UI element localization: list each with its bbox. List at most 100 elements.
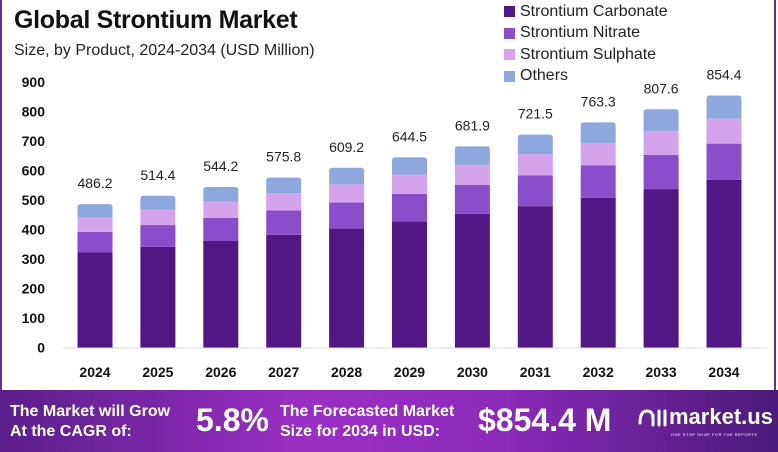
bar-segment-strontium-nitrate xyxy=(580,165,616,198)
bar-segment-strontium-nitrate xyxy=(140,225,176,247)
forecast-label-line2: Size for 2034 in USD: xyxy=(280,423,441,440)
logo-icon xyxy=(638,409,667,427)
bar-segment-strontium-carbonate xyxy=(77,252,113,348)
x-tick-label: 2028 xyxy=(331,364,362,380)
bar-segment-strontium-nitrate xyxy=(454,184,490,214)
bar-segment-strontium-sulphate xyxy=(140,209,176,226)
bar-segment-others xyxy=(329,167,365,185)
bar-segment-strontium-carbonate xyxy=(203,241,239,348)
bar-segment-others xyxy=(454,146,490,165)
total-label: 681.9 xyxy=(455,117,490,133)
stacked-bar-chart: 0 100 200 300 400 500 600 700 800 900 486.2 2024 514… xyxy=(22,66,768,380)
bar-segment-others xyxy=(580,122,616,144)
bar-segment-strontium-carbonate xyxy=(140,246,176,348)
legend-swatch xyxy=(504,6,515,18)
bar-segment-others xyxy=(77,204,113,218)
bar-segment-strontium-sulphate xyxy=(580,143,616,166)
legend-label: Strontium Carbonate xyxy=(520,2,668,20)
bar-segment-strontium-carbonate xyxy=(266,234,302,348)
bar-segment-strontium-sulphate xyxy=(77,217,113,232)
bar-segment-strontium-carbonate xyxy=(392,221,427,348)
bar-segment-strontium-carbonate xyxy=(454,213,490,348)
bar-segment-others xyxy=(643,109,679,132)
legend-item-sulphate: Strontium Sulphate xyxy=(504,44,668,66)
bar-segment-others xyxy=(517,134,553,155)
forecast-value: $854.4 M xyxy=(478,402,612,438)
bar-segment-strontium-nitrate xyxy=(706,143,742,180)
bar-segment-strontium-sulphate xyxy=(203,201,239,218)
total-label: 763.3 xyxy=(581,93,616,109)
total-label: 514.4 xyxy=(140,167,175,183)
y-tick-label: 300 xyxy=(22,251,46,267)
y-tick-label: 900 xyxy=(22,74,46,90)
bar-segment-strontium-sulphate xyxy=(392,174,427,194)
bar-segment-strontium-nitrate xyxy=(643,154,679,190)
total-label: 644.5 xyxy=(392,128,427,144)
bar-segment-strontium-carbonate xyxy=(580,197,616,348)
logo-text: market.us xyxy=(669,404,773,429)
legend-item-nitrate: Strontium Nitrate xyxy=(504,23,668,45)
total-label: 544.2 xyxy=(203,158,238,174)
bar-segment-strontium-sulphate xyxy=(329,184,365,203)
forecast-label: The Forecasted Market Size for 2034 in U… xyxy=(280,402,454,442)
cagr-label: The Market will Grow At the CAGR of: xyxy=(10,402,170,442)
total-label: 609.2 xyxy=(329,139,364,155)
legend-swatch xyxy=(504,27,515,39)
legend-label: Strontium Nitrate xyxy=(520,24,641,42)
bar-segment-others xyxy=(203,186,239,202)
legend-item-carbonate: Strontium Carbonate xyxy=(504,1,668,23)
x-tick-label: 2033 xyxy=(646,364,677,380)
bar-segment-strontium-sulphate xyxy=(517,154,553,176)
bar-segment-strontium-nitrate xyxy=(517,175,553,207)
cagr-value: 5.8% xyxy=(196,402,269,438)
bar-segment-others xyxy=(140,195,176,210)
total-label: 575.8 xyxy=(266,149,301,165)
bar-segment-strontium-sulphate xyxy=(706,118,742,144)
legend-label: Others xyxy=(520,67,569,85)
x-tick-label: 2026 xyxy=(205,364,236,380)
x-tick-label: 2034 xyxy=(708,364,739,380)
legend-label: Strontium Sulphate xyxy=(520,45,657,63)
x-tick-label: 2032 xyxy=(583,364,614,380)
bar-segment-strontium-carbonate xyxy=(329,228,365,348)
legend-swatch xyxy=(504,70,515,82)
logo-tagline: ONE STOP SHOP FOR THE REPORTS xyxy=(671,432,758,437)
x-tick-label: 2024 xyxy=(79,364,110,380)
bar-segment-strontium-nitrate xyxy=(77,231,113,253)
total-label: 486.2 xyxy=(77,175,112,191)
y-tick-label: 800 xyxy=(22,104,46,120)
legend: Strontium Carbonate Strontium Nitrate St… xyxy=(504,1,668,87)
y-tick-label: 200 xyxy=(22,281,46,297)
bar-segment-strontium-nitrate xyxy=(266,210,302,235)
bar-segment-strontium-carbonate xyxy=(517,206,553,348)
bar-segment-strontium-nitrate xyxy=(203,217,239,242)
market-us-logo: market.us ONE STOP SHOP FOR THE REPORTS xyxy=(637,404,773,437)
legend-item-others: Others xyxy=(504,66,668,88)
total-label: 854.4 xyxy=(706,66,741,82)
bar-segment-strontium-nitrate xyxy=(329,202,365,229)
y-tick-label: 100 xyxy=(22,310,46,326)
footer-banner: The Market will Grow At the CAGR of: 5.8… xyxy=(0,390,778,452)
bar-segment-others xyxy=(266,177,302,194)
cagr-label-line2: At the CAGR of: xyxy=(10,423,132,440)
cagr-label-line1: The Market will Grow xyxy=(10,403,171,420)
legend-swatch xyxy=(504,49,515,61)
x-tick-label: 2030 xyxy=(457,364,488,380)
y-tick-label: 400 xyxy=(22,222,46,238)
bar-segment-strontium-sulphate xyxy=(643,131,679,155)
bar-segment-strontium-nitrate xyxy=(392,193,427,222)
total-label: 807.6 xyxy=(644,80,679,96)
y-tick-label: 700 xyxy=(22,133,46,149)
forecast-label-line1: The Forecasted Market xyxy=(280,403,455,420)
bar-segment-strontium-sulphate xyxy=(454,164,490,185)
chart-title: Global Strontium Market xyxy=(14,6,298,34)
x-tick-label: 2027 xyxy=(268,364,299,380)
y-tick-label: 0 xyxy=(37,340,45,356)
bar-segment-others xyxy=(392,157,427,175)
y-tick-label: 600 xyxy=(22,163,46,179)
bar-segment-strontium-sulphate xyxy=(266,193,302,211)
x-tick-label: 2025 xyxy=(142,364,173,380)
bar-segment-strontium-carbonate xyxy=(643,189,679,348)
x-tick-label: 2029 xyxy=(394,364,425,380)
